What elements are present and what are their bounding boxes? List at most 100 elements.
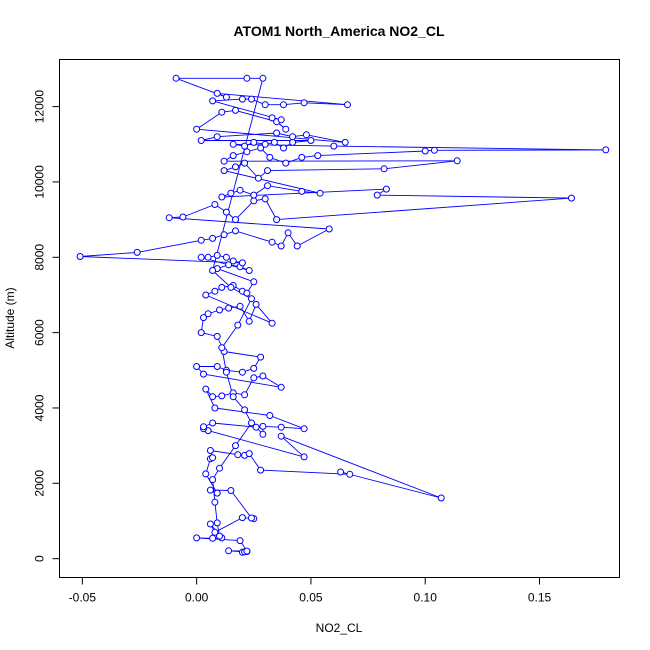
data-point: [76, 253, 84, 260]
data-point: [373, 191, 381, 199]
data-point: [250, 197, 258, 205]
data-point: [200, 314, 207, 322]
series-segment: [219, 445, 236, 469]
data-point: [211, 498, 219, 506]
data-point: [245, 267, 253, 274]
data-point: [437, 494, 445, 502]
series-segment: [333, 145, 606, 151]
series-segment: [340, 471, 442, 499]
y-tick-label: 4000: [33, 394, 47, 421]
data-point: [300, 425, 308, 433]
data-point: [241, 142, 249, 150]
data-point: [243, 547, 251, 555]
series-segment: [296, 228, 330, 247]
series-segment: [217, 92, 348, 106]
data-point: [193, 534, 201, 542]
data-point: [216, 532, 223, 540]
series-segment: [169, 217, 330, 230]
series-segment: [207, 430, 305, 458]
series-segment: [237, 298, 252, 326]
data-point: [193, 363, 201, 370]
data-point: [266, 412, 274, 419]
data-point: [261, 195, 269, 203]
data-point: [300, 453, 308, 461]
data-point: [234, 451, 242, 459]
data-point: [245, 450, 253, 458]
data-point: [277, 432, 285, 440]
data-point: [254, 174, 262, 182]
data-point: [202, 470, 210, 478]
x-tick-label: 0.00: [185, 591, 209, 605]
data-point: [243, 74, 251, 82]
data-point: [172, 74, 180, 82]
data-point: [216, 464, 223, 472]
data-point: [222, 253, 230, 261]
data-point: [257, 466, 265, 474]
data-point: [241, 406, 249, 414]
data-point: [382, 185, 390, 193]
data-point: [236, 537, 244, 545]
data-point: [206, 486, 214, 494]
data-point: [259, 422, 267, 430]
data-point: [298, 153, 306, 161]
series-segment: [267, 168, 385, 172]
data-point: [229, 140, 237, 148]
data-point: [277, 242, 285, 250]
data-point: [206, 520, 214, 528]
data-point: [222, 93, 230, 101]
data-point: [270, 138, 278, 146]
series-segment: [224, 351, 261, 358]
data-point: [277, 423, 285, 431]
data-point: [289, 138, 297, 146]
data-point: [211, 201, 219, 208]
series-segment: [137, 239, 202, 253]
data-point: [220, 231, 228, 239]
data-point: [325, 225, 333, 233]
data-point: [197, 236, 205, 244]
series-segment: [212, 270, 232, 288]
data-point: [282, 125, 290, 133]
data-point: [280, 101, 287, 109]
data-point: [273, 129, 281, 137]
data-point: [227, 283, 235, 291]
chart-title: ATOM1 North_America NO2_CL: [233, 23, 445, 39]
data-point: [232, 227, 239, 235]
series-segment: [235, 200, 255, 220]
data-point: [252, 423, 260, 431]
data-point: [273, 216, 281, 224]
data-point: [602, 146, 610, 154]
data-point: [248, 295, 255, 303]
data-point: [341, 138, 349, 146]
series-segment: [264, 198, 277, 220]
y-tick-label: 10000: [33, 165, 47, 199]
data-point: [197, 329, 205, 337]
data-point: [421, 147, 429, 155]
series-segment: [377, 194, 572, 199]
series-segment: [212, 78, 264, 271]
series-segment: [80, 256, 243, 264]
data-point: [213, 332, 221, 340]
data-point: [232, 216, 239, 224]
data-point: [241, 391, 249, 399]
series-segment: [262, 375, 282, 388]
data-point: [211, 404, 219, 412]
x-tick-label: 0.05: [299, 591, 323, 605]
y-tick-label: 12000: [33, 90, 47, 124]
x-axis: -0.05 0.00 0.05 0.10 0.15: [69, 577, 552, 605]
data-point: [314, 152, 322, 160]
data-point: [213, 489, 221, 497]
data-point: [245, 317, 253, 325]
data-point: [209, 534, 217, 542]
data-point: [238, 259, 246, 267]
data-point: [218, 108, 226, 116]
series-segment: [196, 111, 223, 130]
data-point: [261, 101, 269, 109]
data-point: [289, 133, 297, 141]
series-points: [76, 74, 610, 556]
data-point: [268, 319, 276, 327]
series-segment: [235, 422, 252, 446]
data-point: [257, 353, 265, 361]
series-segment: [221, 324, 239, 348]
series-segment: [317, 150, 426, 157]
data-point: [218, 392, 226, 400]
